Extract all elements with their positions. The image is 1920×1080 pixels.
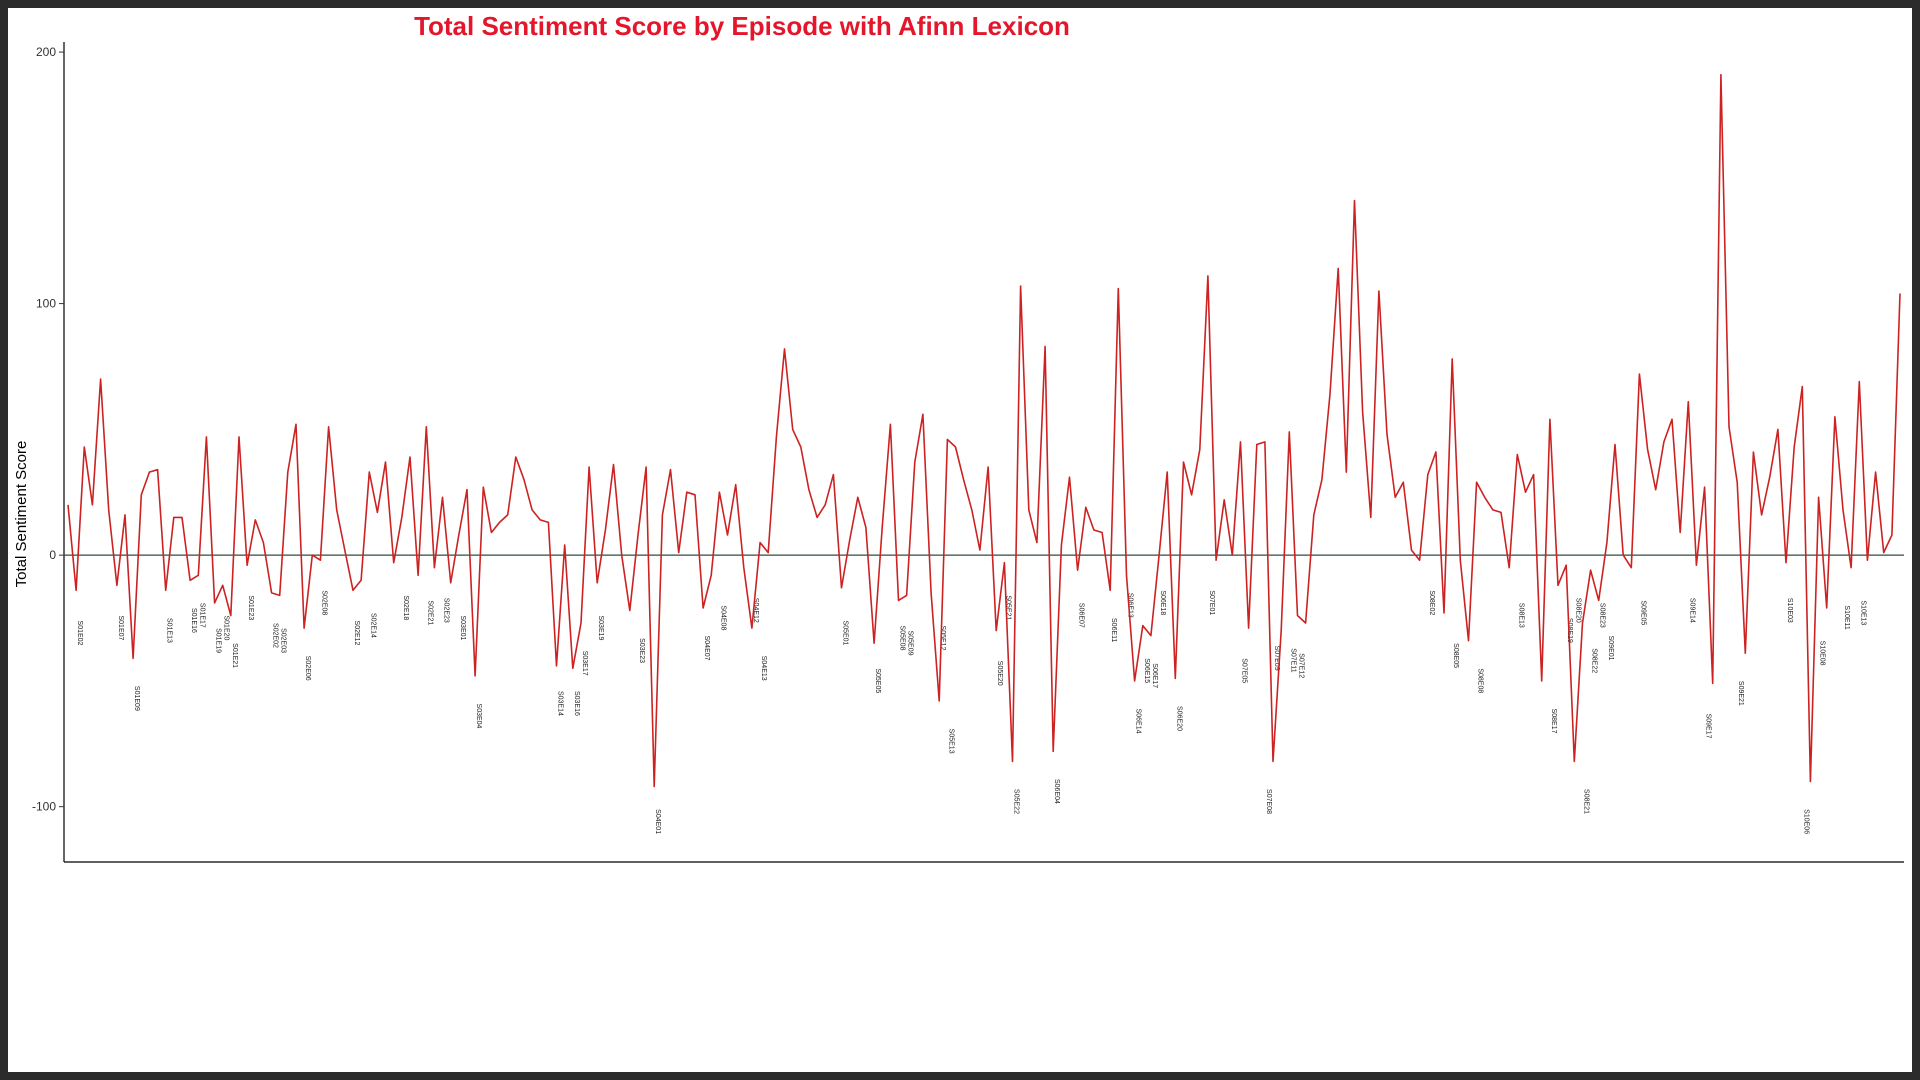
- episode-label: S08E13: [1517, 603, 1524, 628]
- episode-label: S06E04: [1053, 779, 1060, 804]
- episode-label: S08E05: [1452, 643, 1459, 668]
- episode-label: S03E16: [573, 691, 580, 716]
- episode-label: S10E08: [1819, 641, 1826, 666]
- episode-label: S01E20: [223, 615, 230, 640]
- episode-label: S01E21: [231, 643, 238, 668]
- episode-label: S04E13: [760, 656, 767, 681]
- episode-label: S08E02: [1428, 590, 1435, 615]
- episode-label: S02E14: [369, 613, 376, 638]
- episode-label: S06E18: [1159, 590, 1166, 615]
- episode-label: S05E21: [1004, 595, 1011, 620]
- episode-label: S01E07: [117, 615, 124, 640]
- episode-label: S10E11: [1843, 605, 1850, 629]
- sentiment-line-chart: Total Sentiment Score by Episode with Af…: [13, 11, 1904, 863]
- episode-label: S02E03: [280, 628, 287, 653]
- episode-label: S01E23: [247, 595, 254, 620]
- episode-label: S05E22: [1012, 789, 1019, 814]
- episode-label: S04E01: [654, 809, 661, 834]
- episode-label: S02E08: [320, 590, 327, 615]
- episode-label: S04E08: [719, 605, 726, 630]
- episode-label: S03E19: [597, 615, 604, 640]
- episode-label: S09E14: [1688, 598, 1695, 623]
- episode-label: S06E13: [1126, 593, 1133, 618]
- episode-label: S02E21: [426, 600, 433, 625]
- episode-label: S01E19: [215, 628, 222, 653]
- episode-label: S07E09: [1273, 646, 1280, 671]
- episode-label: S06E20: [1175, 706, 1182, 731]
- episode-label: S08E17: [1550, 709, 1557, 734]
- episode-label: S06E07: [1078, 603, 1085, 628]
- episode-label: S02E18: [402, 595, 409, 620]
- episode-label: S09E21: [1737, 681, 1744, 706]
- episode-label: S01E09: [133, 686, 140, 711]
- episode-label: S03E01: [459, 615, 466, 640]
- episode-label: S05E13: [947, 729, 954, 754]
- episode-label: S10E03: [1786, 598, 1793, 623]
- episode-label: S08E22: [1591, 648, 1598, 673]
- y-tick-label: 100: [36, 297, 56, 311]
- episode-label: S06E15: [1143, 658, 1150, 683]
- episode-label: S07E08: [1265, 789, 1272, 814]
- episode-label: S03E23: [638, 638, 645, 663]
- episode-label: S02E06: [304, 656, 311, 681]
- episode-label: S08E20: [1574, 598, 1581, 623]
- episode-label: S07E12: [1297, 653, 1304, 678]
- episode-label: S07E01: [1208, 590, 1215, 615]
- episode-label: S09E01: [1607, 636, 1614, 661]
- episode-label: S06E14: [1135, 709, 1142, 734]
- y-tick-label: -100: [32, 800, 56, 814]
- episode-label: S03E04: [475, 704, 482, 729]
- episode-label: S05E08: [899, 626, 906, 651]
- episode-label: S09E17: [1705, 714, 1712, 739]
- episode-label: S06E11: [1110, 618, 1117, 642]
- episode-label: S02E02: [272, 623, 279, 648]
- episode-labels: S01E02 S01E07 S01E09 S01E13 S01E16 S01E17 S01E…: [76, 590, 1866, 834]
- episode-label: S01E17: [198, 603, 205, 628]
- y-tick-label: 200: [36, 45, 56, 59]
- episode-label: S10E13: [1859, 600, 1866, 625]
- series-layer: [67, 73, 1901, 788]
- episode-label: S08E23: [1599, 603, 1606, 628]
- episode-label: S10E06: [1802, 809, 1809, 834]
- episode-label: S06E17: [1151, 663, 1158, 688]
- episode-label: S05E05: [874, 668, 881, 693]
- episode-label: S03E17: [581, 651, 588, 676]
- episode-label: S07E11: [1289, 648, 1296, 672]
- episode-label: S05E12: [939, 626, 946, 651]
- episode-label: S05E20: [996, 661, 1003, 686]
- axes: -100 0 100 200: [32, 42, 1904, 863]
- episode-label: S09E05: [1639, 600, 1646, 625]
- episode-label: S07E05: [1240, 658, 1247, 683]
- episode-label: S01E13: [166, 618, 173, 643]
- episode-label: S08E21: [1582, 789, 1589, 814]
- chart-frame: Total Sentiment Score by Episode with Af…: [8, 8, 1912, 1072]
- chart-title: Total Sentiment Score by Episode with Af…: [414, 11, 1070, 41]
- episode-label: S03E14: [557, 691, 564, 716]
- episode-label: S02E12: [353, 621, 360, 646]
- episode-label: S05E09: [907, 631, 914, 656]
- sentiment-series-line: [67, 73, 1901, 788]
- episode-label: S01E02: [76, 621, 83, 646]
- episode-label: S02E23: [443, 598, 450, 623]
- episode-label: S05E01: [842, 621, 849, 646]
- y-tick-label: 0: [49, 548, 56, 562]
- episode-label: S01E16: [190, 608, 197, 633]
- episode-label: S04E07: [703, 636, 710, 661]
- episode-label: S08E08: [1477, 668, 1484, 693]
- y-axis-title: Total Sentiment Score: [13, 441, 30, 588]
- episode-label: S04E12: [752, 598, 759, 623]
